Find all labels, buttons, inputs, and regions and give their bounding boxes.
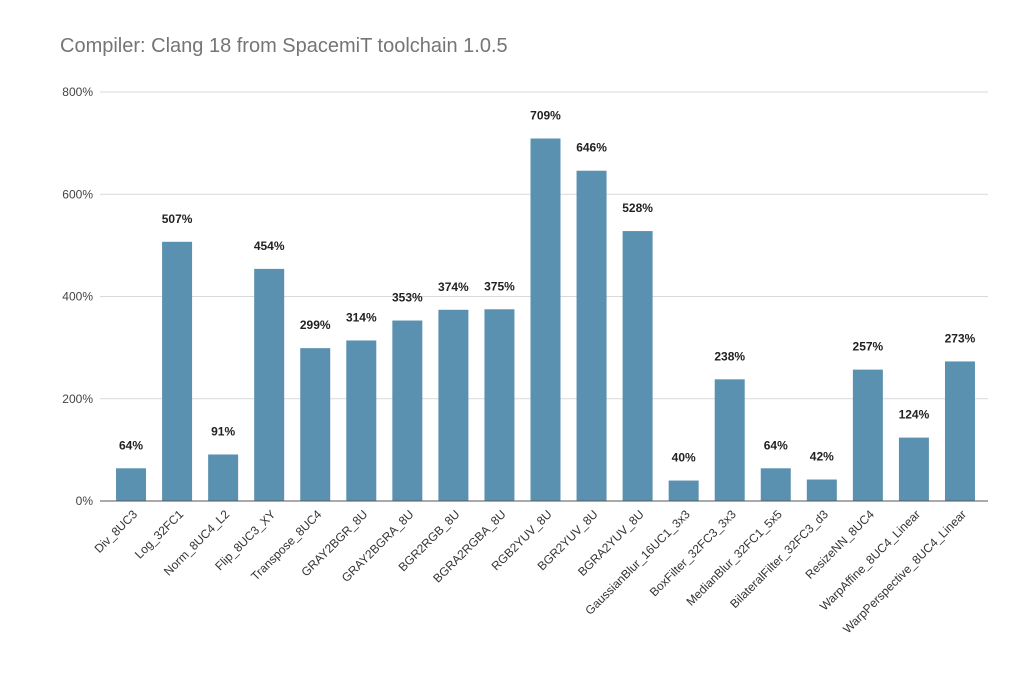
data-label: 91% [211, 424, 235, 438]
y-tick-label: 200% [62, 392, 93, 406]
data-label: 374% [438, 280, 469, 294]
data-label: 375% [484, 279, 515, 293]
bar [806, 479, 837, 501]
data-label: 64% [764, 438, 788, 452]
chart-title: Compiler: Clang 18 from SpacemiT toolcha… [60, 35, 508, 57]
y-tick-label: 0% [76, 494, 94, 508]
data-label: 709% [530, 109, 561, 123]
bar [254, 268, 285, 501]
data-label: 273% [945, 331, 976, 345]
data-label: 42% [810, 450, 834, 464]
bar [622, 231, 653, 501]
bar [852, 369, 883, 501]
data-label: 257% [853, 340, 884, 354]
data-label: 314% [346, 310, 377, 324]
x-tick-label: BoxFilter_32FC3_3x3 [647, 507, 739, 599]
bar [530, 138, 561, 501]
bar [300, 348, 331, 501]
data-label: 64% [119, 438, 143, 452]
bar [208, 454, 239, 501]
bar [668, 480, 699, 501]
data-label: 528% [622, 201, 653, 215]
bar [392, 320, 423, 501]
bar [484, 309, 515, 501]
bar [944, 361, 975, 501]
data-label: 646% [576, 141, 607, 155]
bar [576, 170, 607, 502]
data-label: 299% [300, 318, 331, 332]
data-label: 238% [714, 349, 745, 363]
bar [714, 379, 745, 501]
y-tick-label: 800% [62, 85, 93, 99]
bar [898, 437, 929, 501]
data-label: 507% [162, 212, 193, 226]
bar [162, 241, 193, 501]
bar [760, 468, 791, 501]
y-tick-label: 600% [62, 187, 93, 201]
data-label: 353% [392, 291, 423, 305]
bar [438, 309, 469, 501]
data-label: 124% [899, 408, 930, 422]
data-label: 454% [254, 239, 285, 253]
bar [346, 340, 377, 501]
y-tick-label: 400% [62, 290, 93, 304]
bar [116, 468, 147, 501]
data-label: 40% [672, 451, 696, 465]
x-tick-label: Div_8UC3 [92, 507, 141, 556]
